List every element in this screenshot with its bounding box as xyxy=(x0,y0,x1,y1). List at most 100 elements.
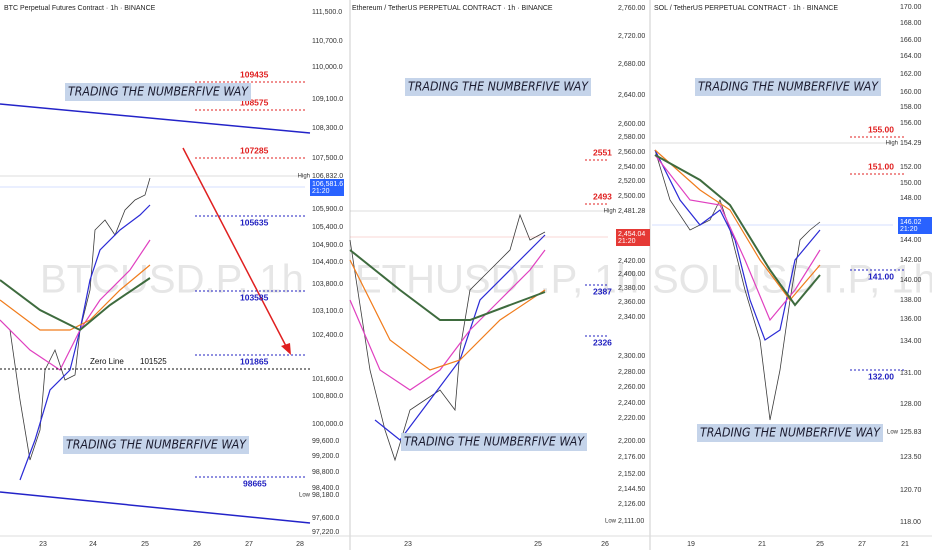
y-axis-label: 150.00 xyxy=(900,180,922,187)
last-price: 2,454.04 xyxy=(618,231,645,238)
panel-title: Ethereum / TetherUS PERPETUAL CONTRACT ·… xyxy=(352,5,553,12)
x-axis-label: 26 xyxy=(193,541,201,548)
y-axis-label: 2,200.00 xyxy=(618,438,645,445)
last-price-box xyxy=(310,179,344,196)
y-axis-label: 140.00 xyxy=(900,277,922,284)
y-axis-label: 134.00 xyxy=(900,338,922,345)
y-axis-label: 160.00 xyxy=(900,89,922,96)
y-axis-label: 105,900.0 xyxy=(312,206,343,213)
y-axis-label: 101,600.0 xyxy=(312,376,343,383)
y-axis-label: 111,500.0 xyxy=(312,9,342,16)
banner-bg xyxy=(65,83,251,101)
y-axis-label: 97,220.0 xyxy=(312,529,339,536)
level-label: 132.00 xyxy=(868,371,894,381)
y-axis-label: 156.00 xyxy=(900,120,922,127)
y-axis-label: 2,520.00 xyxy=(618,178,645,185)
x-axis-label: 21 xyxy=(758,541,766,548)
x-axis-label: 27 xyxy=(245,541,253,548)
level-label: 107285 xyxy=(240,145,269,155)
y-axis-label: 109,100.0 xyxy=(312,96,343,103)
y-axis-label: 103,100.0 xyxy=(312,308,343,315)
y-axis-label: 108,300.0 xyxy=(312,125,343,132)
ema xyxy=(654,154,821,322)
y-axis-label: 168.00 xyxy=(900,20,922,27)
x-axis-label: 21 xyxy=(901,541,909,548)
y-axis-label: 2,420.00 xyxy=(618,258,645,265)
y-axis-label: 2,560.00 xyxy=(618,149,645,156)
ema xyxy=(349,249,546,321)
y-axis-label: 110,000.0 xyxy=(312,64,343,71)
y-axis-label: 2,580.00 xyxy=(618,134,645,141)
panel-title: SOL / TetherUS PERPETUAL CONTRACT · 1h ·… xyxy=(654,5,838,12)
y-axis-label: 2,126.00 xyxy=(618,501,645,508)
low-value: 125.83 xyxy=(900,429,922,436)
price xyxy=(0,177,151,461)
level-label: 2551 xyxy=(593,147,612,157)
watermarks: BTCUSD.P, 1h ETHUSDT.P, 1h SOLUSDT.P, 1h xyxy=(40,258,932,302)
y-axis-label: 2,680.00 xyxy=(618,61,645,68)
panel-title: BTC Perpetual Futures Contract · 1h · BI… xyxy=(4,5,156,12)
ema xyxy=(654,149,821,301)
level-label: 98665 xyxy=(243,478,267,488)
level-label: 2493 xyxy=(593,191,612,201)
y-axis-label: 2,176.00 xyxy=(618,454,645,461)
y-axis-label: 110,700.0 xyxy=(312,38,343,45)
ema xyxy=(19,204,151,481)
last-time: 21:20 xyxy=(312,188,330,195)
y-axis-label: 123.50 xyxy=(900,454,922,461)
y-axis-label: 166.00 xyxy=(900,37,922,44)
last-price: 106,581.6 xyxy=(312,181,343,188)
x-axis-label: 23 xyxy=(404,541,412,548)
y-axis-label: 2,280.00 xyxy=(618,369,645,376)
y-axis-label: 2,152.00 xyxy=(618,471,645,478)
y-axis-label: 152.00 xyxy=(900,164,922,171)
price xyxy=(349,213,546,462)
x-axis-label: 26 xyxy=(601,541,609,548)
ema xyxy=(654,154,821,307)
y-axis-label: 2,260.00 xyxy=(618,384,645,391)
y-axis-label: 128.00 xyxy=(900,401,922,408)
high-value: 106,832.0 xyxy=(312,173,343,180)
y-axis-label: 98,800.0 xyxy=(312,469,339,476)
banner-bg xyxy=(695,78,881,96)
x-axis-label: 27 xyxy=(858,541,866,548)
y-axis-label: 144.00 xyxy=(900,237,922,244)
banner-bg xyxy=(697,424,883,442)
y-axis-label: 118.00 xyxy=(900,519,921,526)
y-axis-label: 2,500.00 xyxy=(618,193,645,200)
ema xyxy=(0,264,151,331)
y-axis-label: 170.00 xyxy=(900,4,922,11)
low-value: 98,180.0 xyxy=(312,492,339,499)
y-axis-label: 136.00 xyxy=(900,316,922,323)
trend-line xyxy=(0,103,311,134)
level-label: 103585 xyxy=(240,292,269,302)
low-tag: Low xyxy=(605,519,617,525)
level-label: 155.00 xyxy=(868,124,894,134)
zero-label: Zero Line xyxy=(90,357,124,366)
ema xyxy=(0,277,151,332)
high-tag: High xyxy=(886,141,898,147)
y-axis-label: 2,600.00 xyxy=(618,121,645,128)
arrow-head xyxy=(281,343,291,355)
y-axis-label: 104,900.0 xyxy=(312,242,343,249)
low-value: 2,111.00 xyxy=(618,518,644,525)
banner: TRADING THE NUMBERFIVE WAY xyxy=(698,79,879,94)
high-tag: High xyxy=(604,209,616,215)
y-axis-label: 2,240.00 xyxy=(618,400,645,407)
level-label: 109435 xyxy=(240,69,269,79)
price xyxy=(654,149,821,421)
ema xyxy=(349,259,546,371)
y-axis-label: 103,800.0 xyxy=(312,281,343,288)
arrow xyxy=(182,147,288,349)
y-axis-label: 2,400.00 xyxy=(618,271,645,278)
y-axis-label: 164.00 xyxy=(900,53,922,60)
level-label: 105635 xyxy=(240,217,269,227)
x-axis-label: 28 xyxy=(296,541,304,548)
zero-value: 101525 xyxy=(140,357,167,366)
y-axis-label: 99,200.0 xyxy=(312,453,339,460)
level-label: 151.00 xyxy=(868,161,894,171)
y-axis-label: 2,720.00 xyxy=(618,33,645,40)
y-axis-label: 2,760.00 xyxy=(618,5,645,12)
y-axis-label: 102,400.0 xyxy=(312,332,343,339)
